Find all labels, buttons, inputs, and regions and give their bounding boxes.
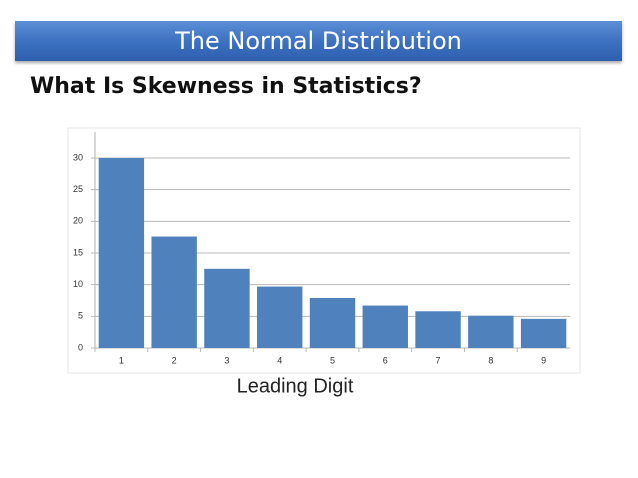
x-tick-label: 3 [224,355,229,365]
x-tick-label: 8 [488,355,493,365]
bar [98,158,145,348]
bar [468,315,514,348]
x-tick-label: 1 [119,355,124,365]
y-tick-label: 15 [73,247,83,257]
slide-banner: The Normal Distribution [15,21,622,61]
y-tick-label: 0 [78,342,83,352]
x-tick-label: 2 [172,355,177,365]
bar [204,268,250,348]
y-tick-label: 5 [78,311,83,321]
y-tick-label: 10 [73,279,83,289]
slide-heading: What Is Skewness in Statistics? [30,74,422,99]
x-tick-label: 4 [277,355,282,365]
x-tick-label: 7 [436,355,441,365]
x-tick-label: 6 [383,355,388,365]
bar [362,305,408,348]
bar [257,286,303,348]
bar [309,297,356,348]
bar [151,236,197,348]
y-tick-label: 25 [73,184,83,194]
x-tick-label: 5 [330,355,335,365]
x-tick-label: 9 [541,355,546,365]
x-axis-title: Leading Digit [237,375,354,397]
y-tick-label: 30 [73,152,83,162]
bar [415,311,461,348]
y-tick-label: 20 [73,216,83,226]
bar [520,318,567,348]
